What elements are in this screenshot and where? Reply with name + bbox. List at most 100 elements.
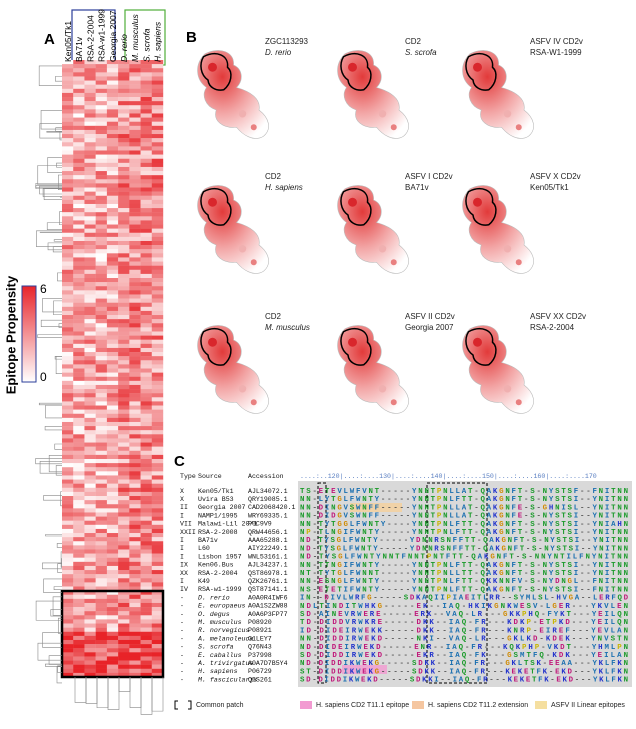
heatmap-cell (141, 385, 152, 389)
heatmap-cell (118, 562, 129, 566)
heatmap-cell (73, 369, 84, 373)
heatmap-cell (62, 603, 73, 607)
type: - (180, 594, 184, 601)
heatmap-cell (84, 159, 95, 163)
heatmap-cell (96, 533, 107, 537)
heatmap-cell (96, 327, 107, 331)
heatmap-cell (73, 348, 84, 352)
heatmap-cell (152, 665, 163, 669)
heatmap-cell (129, 113, 140, 117)
heatmap-cell (141, 155, 152, 159)
heatmap-cell (129, 492, 140, 496)
heatmap-cell (141, 274, 152, 278)
heatmap-cell (107, 541, 118, 545)
heatmap-cell (118, 315, 129, 319)
heatmap-cell (118, 237, 129, 241)
heatmap-cell (107, 582, 118, 586)
heatmap-cell (107, 525, 118, 529)
heatmap-cell (129, 521, 140, 525)
heatmap-cell (129, 72, 140, 76)
heatmap-cell (73, 122, 84, 126)
heatmap-cell (152, 93, 163, 97)
heatmap-cell (152, 204, 163, 208)
heatmap-cell (118, 155, 129, 159)
heatmap-cell (84, 463, 95, 467)
dendrogram-branch (48, 157, 62, 172)
source: M. musculus (198, 619, 242, 626)
column-header: Accession (248, 473, 284, 480)
heatmap-cell (107, 447, 118, 451)
heatmap-cell (84, 282, 95, 286)
heatmap-cell (84, 97, 95, 101)
structure-label: Georgia 2007 (405, 323, 454, 332)
heatmap-cell (62, 364, 73, 368)
heatmap-cell (152, 410, 163, 414)
heatmap-cell (118, 537, 129, 541)
heatmap-cell (129, 294, 140, 298)
colorbar-label: Epitope Propensity (3, 275, 18, 394)
heatmap-cell (62, 619, 73, 623)
heatmap-cell (152, 455, 163, 459)
heatmap-cell (129, 447, 140, 451)
dendrogram-branch (38, 643, 62, 660)
heatmap-cell (118, 644, 129, 648)
heatmap-cell (129, 167, 140, 171)
structure-label: ZGC113293 (265, 37, 309, 46)
heatmap-cell (84, 455, 95, 459)
accession: CAD2068420.1 (248, 504, 296, 511)
heatmap-cell (118, 97, 129, 101)
heatmap-cell (62, 401, 73, 405)
heatmap-cell (107, 648, 118, 652)
heatmap-cell (84, 179, 95, 183)
heatmap-cell (141, 233, 152, 237)
heatmap-cell (73, 619, 84, 623)
heatmap-cell (141, 159, 152, 163)
dendrogram-branch (54, 301, 62, 315)
heatmap-cell (152, 229, 163, 233)
source: O. degus (198, 611, 230, 618)
heatmap-cell (141, 401, 152, 405)
heatmap-cell (129, 574, 140, 578)
heatmap-cell (129, 566, 140, 570)
dendrogram-branch (41, 110, 62, 129)
heatmap-cell (141, 249, 152, 253)
heatmap-cell (73, 155, 84, 159)
heatmap-cell (96, 138, 107, 142)
heatmap-cell (73, 352, 84, 356)
heatmap-cell (118, 122, 129, 126)
heatmap-cell (152, 253, 163, 257)
heatmap-cell (129, 665, 140, 669)
heatmap-cell (62, 167, 73, 171)
heatmap-cell (84, 615, 95, 619)
heatmap-cell (62, 397, 73, 401)
heatmap-cell (141, 237, 152, 241)
heatmap-cell (73, 599, 84, 603)
heatmap-cell (152, 266, 163, 270)
heatmap-cell (129, 134, 140, 138)
heatmap-cell (96, 471, 107, 475)
heatmap-cell (73, 467, 84, 471)
heatmap-cell (96, 607, 107, 611)
heatmap-cell (84, 253, 95, 257)
heatmap-cell (118, 225, 129, 229)
heatmap-cell (141, 146, 152, 150)
heatmap-cell (129, 385, 140, 389)
heatmap-cell (107, 257, 118, 261)
heatmap-cell (141, 344, 152, 348)
heatmap-cell (141, 369, 152, 373)
accession: P0C9V9 (248, 521, 272, 528)
accession: QST87141.1 (248, 586, 288, 593)
heatmap-cell (141, 467, 152, 471)
heatmap-cell (152, 484, 163, 488)
heatmap-cell (62, 249, 73, 253)
heatmap-cell (118, 508, 129, 512)
heatmap-cell (152, 270, 163, 274)
heatmap-cell (129, 122, 140, 126)
heatmap-cell (129, 105, 140, 109)
heatmap-cell (96, 500, 107, 504)
heatmap-cell (84, 138, 95, 142)
heatmap-cell (84, 183, 95, 187)
heatmap-cell (84, 290, 95, 294)
